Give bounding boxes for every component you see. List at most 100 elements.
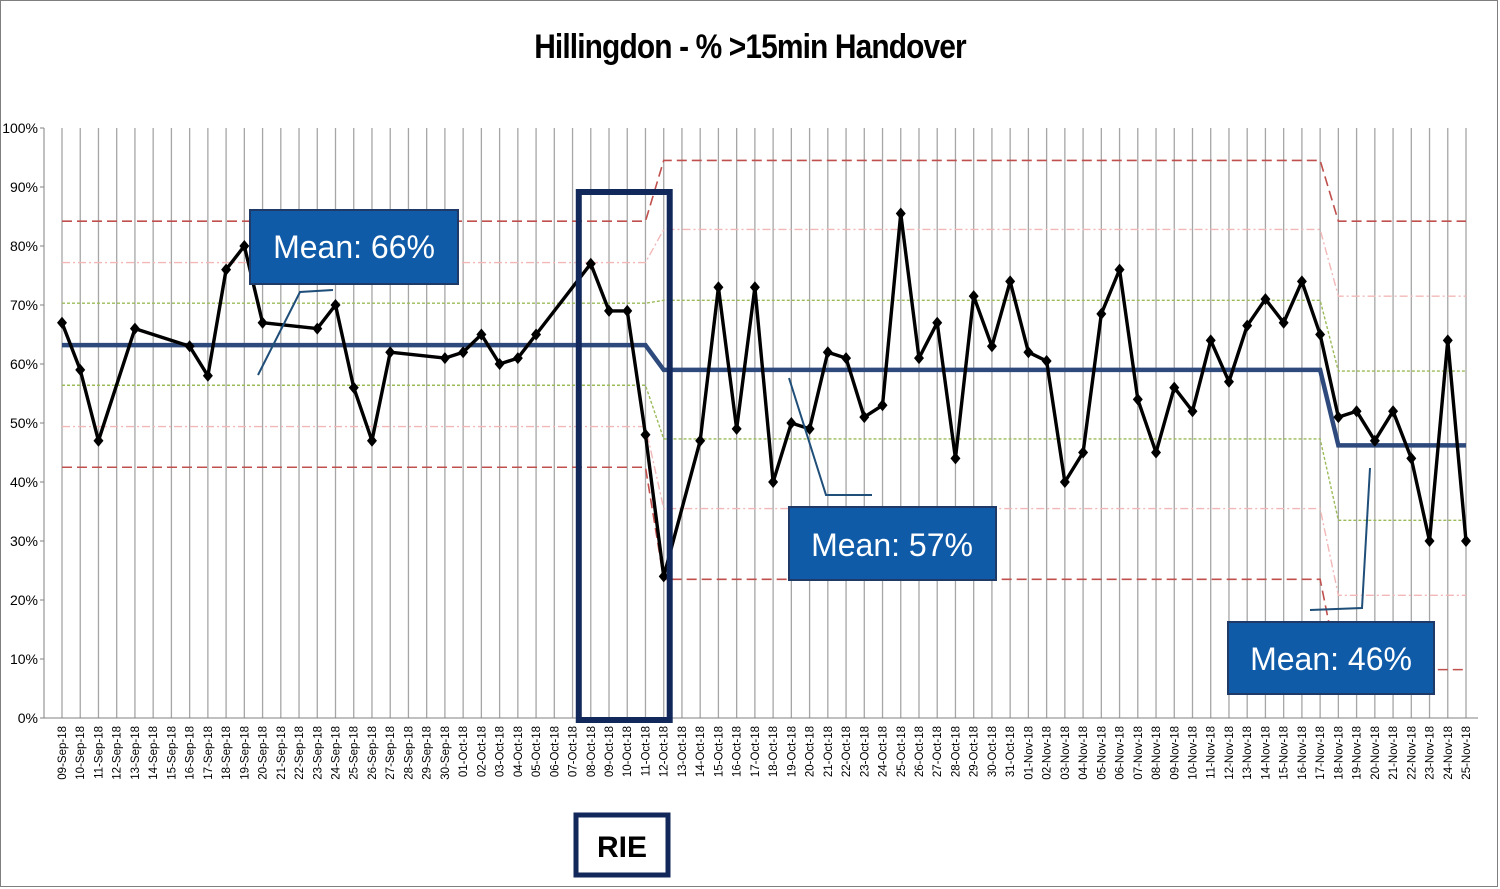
data-point bbox=[1169, 381, 1180, 394]
x-tick-label: 21-Nov-18 bbox=[1388, 726, 1400, 780]
data-point bbox=[439, 352, 450, 365]
x-tick-label: 16-Oct-18 bbox=[732, 726, 744, 777]
x-tick-label: 18-Nov-18 bbox=[1333, 726, 1345, 780]
data-point bbox=[1278, 316, 1289, 329]
rie-annotation: RIE bbox=[573, 189, 673, 878]
rie-label: RIE bbox=[597, 831, 647, 864]
data-point bbox=[239, 240, 250, 252]
x-tick-label: 27-Sep-18 bbox=[385, 726, 397, 780]
data-point bbox=[1442, 334, 1453, 347]
x-tick-label: 22-Nov-18 bbox=[1406, 726, 1418, 780]
data-point bbox=[1351, 405, 1362, 418]
data-point bbox=[749, 281, 760, 294]
x-tick-label: 05-Oct-18 bbox=[531, 726, 543, 777]
x-tick-label: 06-Nov-18 bbox=[1115, 726, 1127, 780]
data-point bbox=[859, 411, 870, 424]
x-tick-label: 17-Oct-18 bbox=[750, 726, 762, 777]
data-line bbox=[60, 211, 1468, 579]
y-tick-label: 80% bbox=[10, 238, 38, 254]
x-tick-label: 18-Oct-18 bbox=[768, 726, 780, 777]
y-tick-label: 70% bbox=[10, 297, 38, 313]
data-point bbox=[385, 346, 396, 359]
data-point bbox=[895, 207, 906, 220]
x-tick-label: 26-Sep-18 bbox=[367, 726, 379, 780]
data-point bbox=[1059, 476, 1070, 488]
rie-label-box bbox=[573, 812, 671, 878]
callout-label: Mean: 46% bbox=[1250, 641, 1412, 677]
y-tick-label: 20% bbox=[10, 592, 38, 608]
data-point bbox=[1461, 535, 1471, 547]
x-tick-label: 31-Oct-18 bbox=[1005, 726, 1017, 777]
data-point bbox=[330, 299, 341, 311]
data-point bbox=[1369, 434, 1380, 447]
callout-leader-line bbox=[1309, 467, 1371, 611]
data-point bbox=[494, 358, 505, 370]
data-point bbox=[841, 352, 852, 365]
data-point bbox=[877, 399, 888, 412]
x-tick-label: 27-Oct-18 bbox=[932, 726, 944, 777]
x-tick-label: 28-Oct-18 bbox=[950, 726, 962, 777]
data-point bbox=[622, 304, 633, 317]
data-markers bbox=[57, 207, 1471, 583]
x-tick-label: 20-Sep-18 bbox=[258, 726, 270, 780]
y-tick-label: 40% bbox=[10, 474, 38, 490]
data-point bbox=[1406, 452, 1417, 465]
x-tick-label: 11-Oct-18 bbox=[640, 726, 652, 776]
data-point bbox=[458, 346, 469, 359]
data-point bbox=[1223, 375, 1234, 388]
x-tick-label: 13-Sep-18 bbox=[130, 726, 142, 780]
x-tick-label: 19-Sep-18 bbox=[239, 726, 251, 780]
x-tick-label: 10-Oct-18 bbox=[622, 726, 634, 777]
x-tick-label: 21-Sep-18 bbox=[276, 726, 288, 780]
data-point bbox=[640, 428, 651, 441]
x-tick-label: 06-Oct-18 bbox=[549, 726, 561, 777]
data-point bbox=[1041, 355, 1052, 368]
chart-title: Hillingdon - % >15min Handover bbox=[534, 28, 966, 66]
data-point bbox=[1078, 446, 1089, 459]
x-tick-label: 23-Sep-18 bbox=[312, 726, 324, 780]
data-point bbox=[1333, 411, 1344, 424]
data-line-path bbox=[60, 211, 1468, 579]
data-point bbox=[786, 417, 797, 429]
callout-label: Mean: 66% bbox=[273, 229, 435, 265]
x-tick-label: 15-Nov-18 bbox=[1279, 726, 1291, 780]
x-tick-label: 14-Nov-18 bbox=[1260, 726, 1272, 780]
data-point bbox=[950, 452, 961, 465]
x-tick-label: 12-Oct-18 bbox=[659, 726, 671, 777]
x-tick-label: 13-Nov-18 bbox=[1242, 726, 1254, 780]
x-tick-label: 30-Sep-18 bbox=[440, 726, 452, 780]
data-point bbox=[713, 281, 724, 294]
x-tick-label: 03-Oct-18 bbox=[495, 726, 507, 777]
x-tick-label: 16-Sep-18 bbox=[185, 726, 197, 780]
control-line bbox=[62, 384, 1466, 522]
data-point bbox=[57, 316, 67, 329]
y-tick-labels: 0% 10% 20% 30% 40% 50% 60% 70% 80% 90% 100% bbox=[2, 120, 44, 726]
y-tick-label: 0% bbox=[18, 710, 38, 726]
data-point bbox=[75, 363, 86, 376]
control-line bbox=[62, 425, 1466, 596]
callout-box bbox=[1227, 621, 1435, 695]
data-point bbox=[1424, 535, 1435, 547]
data-point bbox=[221, 263, 232, 276]
x-tick-label: 11-Sep-18 bbox=[93, 726, 105, 779]
x-tick-label: 29-Oct-18 bbox=[969, 726, 981, 777]
x-tick-label: 18-Sep-18 bbox=[221, 726, 233, 780]
x-tick-label: 24-Nov-18 bbox=[1443, 726, 1455, 780]
rie-highlight-box bbox=[575, 189, 673, 723]
x-tick-label: 13-Oct-18 bbox=[677, 726, 689, 777]
x-tick-label: 15-Oct-18 bbox=[713, 726, 725, 777]
data-point bbox=[1296, 275, 1307, 288]
data-point bbox=[604, 304, 615, 317]
data-point bbox=[531, 328, 542, 341]
data-point bbox=[695, 434, 706, 447]
x-tick-label: 21-Oct-18 bbox=[823, 726, 835, 777]
x-tick-label: 09-Nov-18 bbox=[1169, 726, 1181, 780]
x-tick-label: 22-Oct-18 bbox=[841, 726, 853, 777]
x-tick-label: 10-Sep-18 bbox=[75, 726, 87, 780]
x-tick-label: 23-Oct-18 bbox=[859, 726, 871, 777]
data-point bbox=[366, 434, 377, 447]
x-tick-label: 08-Nov-18 bbox=[1151, 726, 1163, 780]
x-tick-label: 28-Sep-18 bbox=[403, 726, 415, 780]
data-point bbox=[476, 328, 487, 341]
